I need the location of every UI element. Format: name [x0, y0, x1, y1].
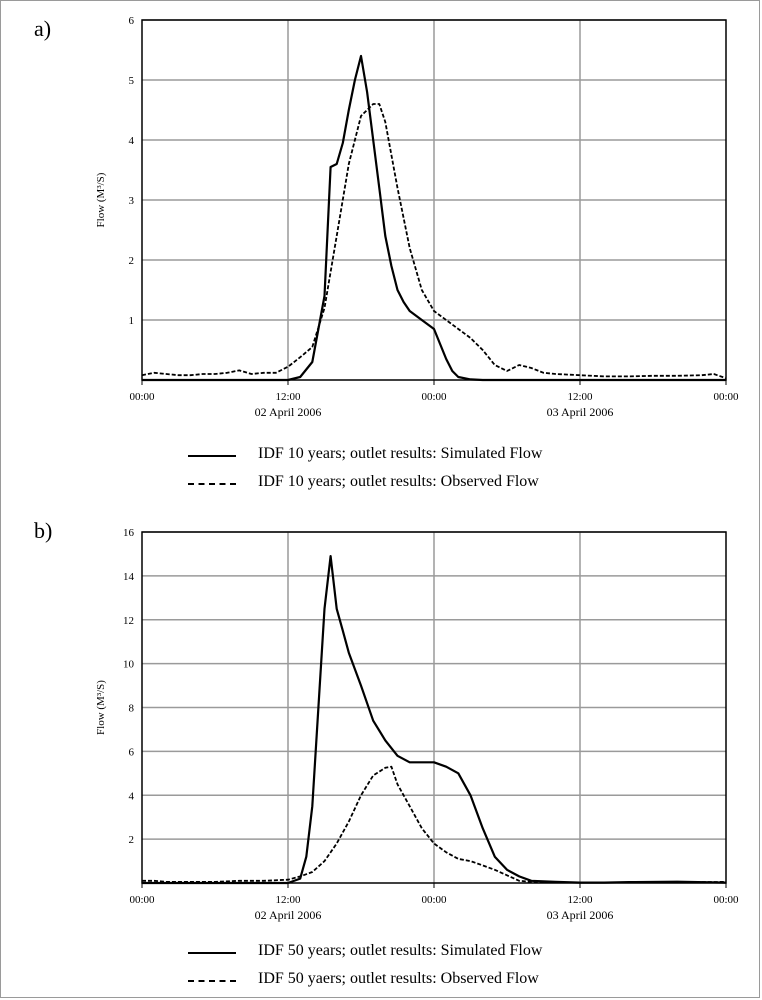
series-line-simulated: [142, 54, 726, 382]
legend-label: IDF 50 yaers; outlet results: Observed F…: [258, 970, 539, 987]
y-tick-label: 14: [123, 571, 135, 583]
chart-a: 1 2 3 4 5 6 00:00 12:00 02 April 2006 00:00 12:00 0…: [95, 15, 739, 419]
plot-area-frame: [141, 19, 727, 381]
x-tick-label: 00:00: [713, 391, 739, 403]
y-tick-label: 2: [129, 834, 135, 846]
panel-label-b: b): [34, 518, 53, 543]
panel-label-a: a): [34, 16, 52, 41]
y-tick-label: 4: [129, 135, 135, 147]
series-line-observed: [142, 765, 727, 884]
x-tick-label: 12:00: [275, 391, 301, 403]
y-tick-label: 8: [129, 703, 135, 715]
legend-label: IDF 10 years; outlet results: Simulated …: [258, 445, 543, 462]
y-tick-label: 12: [123, 615, 134, 627]
y-tick-label: 6: [129, 15, 135, 27]
x-date-label: 03 April 2006: [547, 908, 614, 922]
y-tick-label: 3: [129, 195, 135, 207]
legend-swatch-solid: [188, 952, 236, 954]
plot-area-frame: [141, 531, 727, 884]
x-date-label: 02 April 2006: [255, 908, 322, 922]
legend-swatch-dashed: [188, 483, 236, 485]
legend-label: IDF 50 years; outlet results: Simulated …: [258, 942, 543, 959]
x-date-label: 03 April 2006: [547, 405, 614, 419]
y-tick-label: 6: [129, 746, 135, 758]
x-tick-label: 00:00: [421, 894, 447, 906]
legend-swatch-solid: [188, 455, 236, 457]
x-tick-label: 00:00: [713, 894, 739, 906]
y-tick-label: 4: [129, 790, 135, 802]
x-tick-label: 00:00: [129, 894, 155, 906]
y-tick-label: 1: [129, 315, 135, 327]
series-line-observed: [141, 103, 727, 380]
x-tick-label: 12:00: [275, 894, 301, 906]
chart-b: 2 4 6 8 10 12 14 16 00:00 12:00 02 April 2006 00:00…: [95, 527, 739, 922]
x-date-label: 02 April 2006: [255, 405, 322, 419]
x-tick-label: 12:00: [567, 391, 593, 403]
y-tick-label: 16: [123, 527, 135, 539]
series-line-simulated: [142, 554, 727, 885]
x-tick-label: 12:00: [567, 894, 593, 906]
x-tick-label: 00:00: [421, 391, 447, 403]
y-tick-label: 10: [123, 659, 135, 671]
y-tick-label: 5: [129, 75, 135, 87]
y-axis-label: Flow (M³/S): [95, 172, 107, 227]
x-tick-label: 00:00: [129, 391, 155, 403]
legend-label: IDF 10 years; outlet results: Observed F…: [258, 473, 539, 490]
y-axis-label: Flow (M³/S): [95, 680, 107, 735]
legend-swatch-dashed: [188, 980, 236, 982]
y-tick-label: 2: [129, 255, 135, 267]
